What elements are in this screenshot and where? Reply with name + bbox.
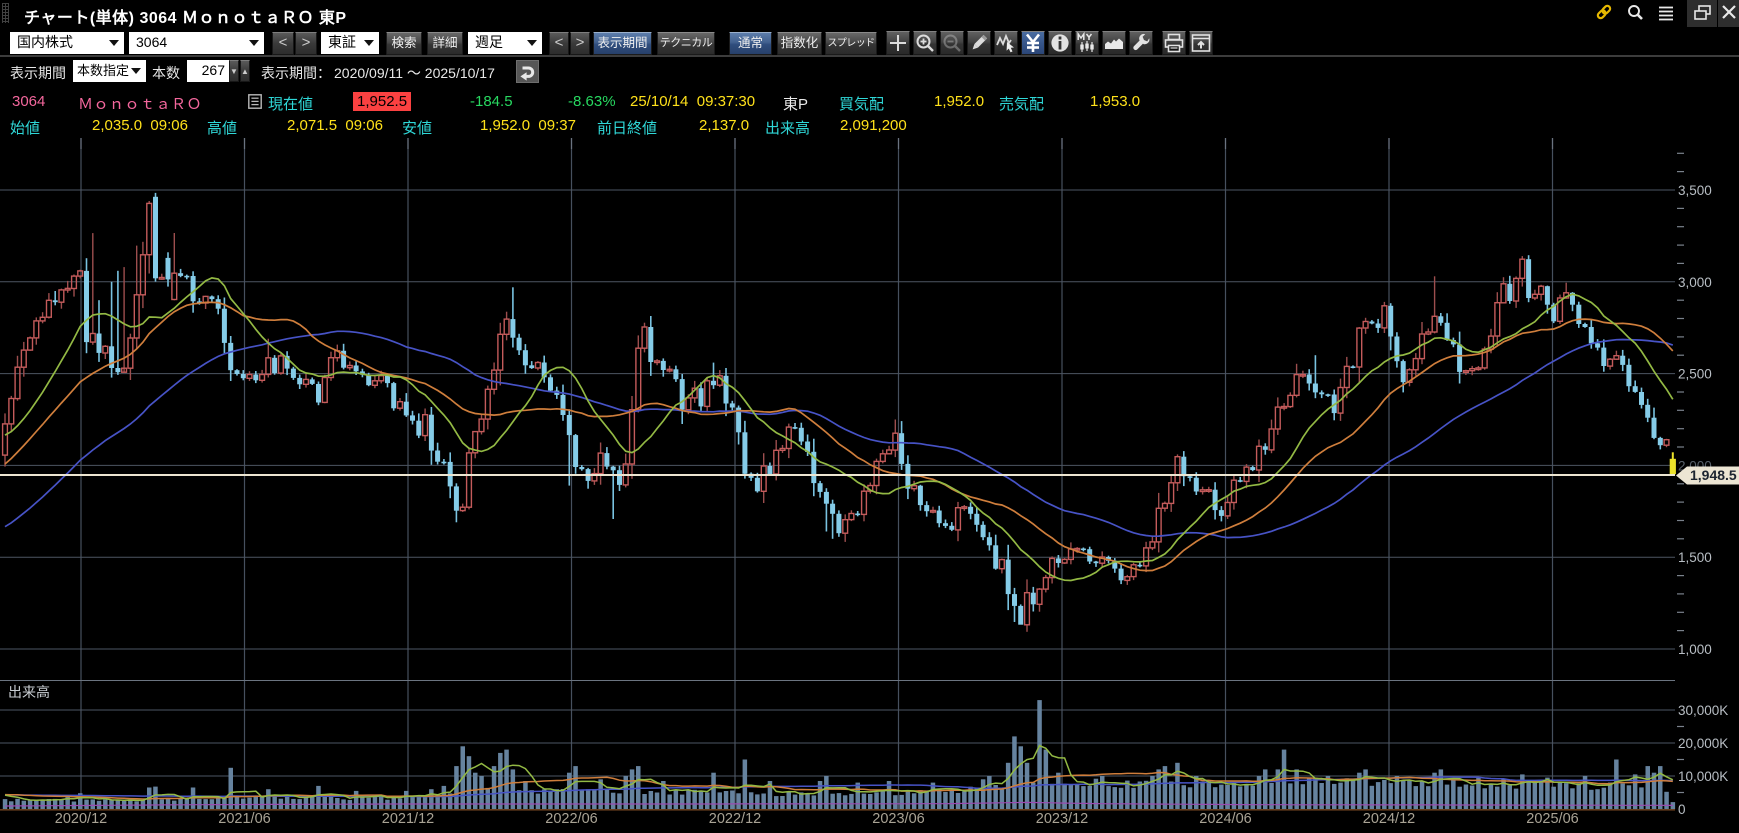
svg-text:2022/06: 2022/06: [545, 811, 597, 827]
svg-text:2023/12: 2023/12: [1036, 811, 1088, 827]
svg-text:30,000K: 30,000K: [1678, 703, 1728, 718]
svg-text:2022/12: 2022/12: [709, 811, 761, 827]
svg-text:1,000: 1,000: [1678, 642, 1712, 657]
svg-text:0: 0: [1678, 802, 1686, 817]
svg-text:10,000K: 10,000K: [1678, 769, 1728, 784]
svg-text:3,500: 3,500: [1678, 183, 1712, 198]
svg-text:2023/06: 2023/06: [872, 811, 924, 827]
svg-text:3,000: 3,000: [1678, 275, 1712, 290]
svg-text:20,000K: 20,000K: [1678, 736, 1728, 751]
svg-text:2024/12: 2024/12: [1363, 811, 1415, 827]
svg-text:2,500: 2,500: [1678, 367, 1712, 382]
svg-text:2024/06: 2024/06: [1199, 811, 1251, 827]
svg-text:2025/06: 2025/06: [1526, 811, 1578, 827]
svg-text:1,500: 1,500: [1678, 550, 1712, 565]
svg-text:出来高: 出来高: [8, 684, 50, 700]
svg-text:1,948.5: 1,948.5: [1690, 467, 1737, 483]
svg-text:2020/12: 2020/12: [55, 811, 107, 827]
svg-text:2021/12: 2021/12: [382, 811, 434, 827]
svg-text:2021/06: 2021/06: [218, 811, 270, 827]
